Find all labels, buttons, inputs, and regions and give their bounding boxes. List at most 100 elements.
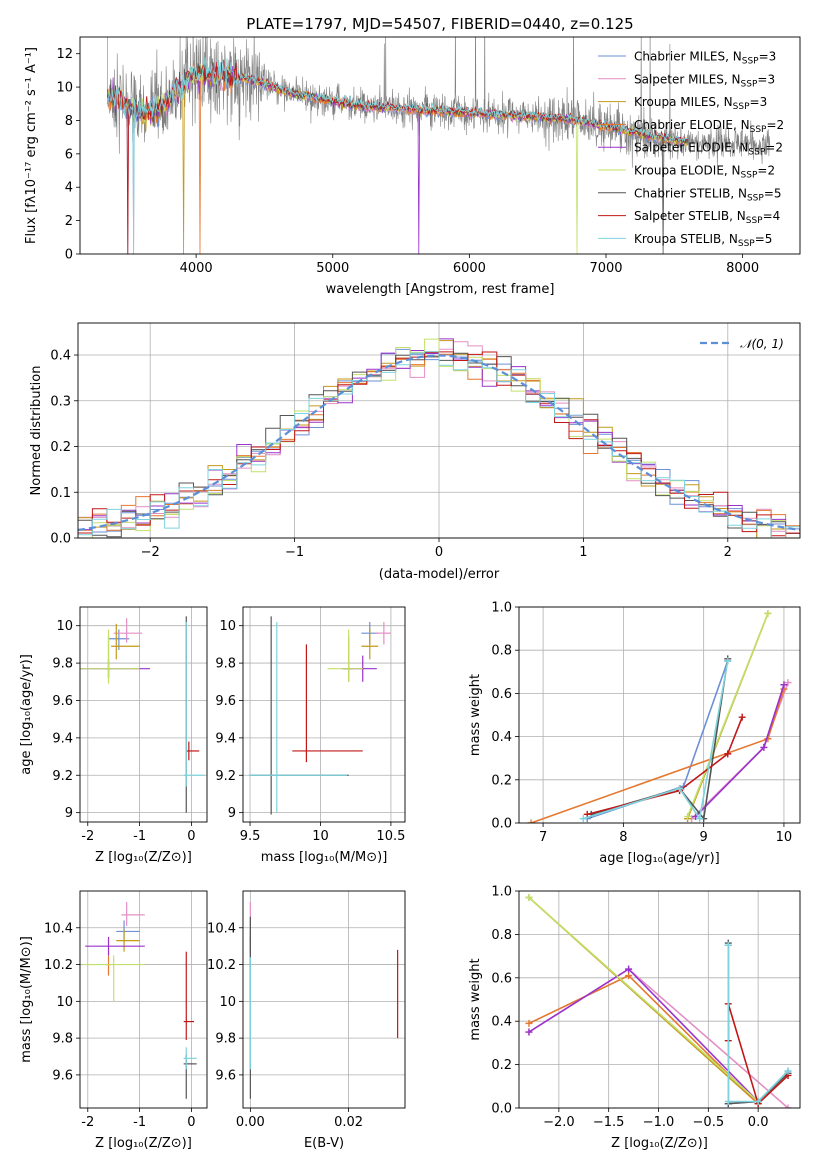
y-axis-label: Flux [fλ10⁻¹⁷ erg cm⁻² s⁻¹ A⁻¹]	[24, 47, 39, 244]
y-tick-label: 9.6	[52, 1068, 73, 1083]
legend-label: Salpeter ELODIE, N	[634, 141, 748, 155]
legend-subscript: SSP	[741, 79, 758, 89]
x-tick-label: 0	[435, 545, 443, 560]
weight-series-line	[528, 968, 759, 1103]
legend-label: Kroupa STELIB, N	[634, 232, 738, 246]
x-tick-label: -2	[81, 829, 94, 844]
weight-series-line	[582, 660, 729, 821]
weight-vs-age-panel: 7 8 9 10 0.0 0.2 0.4 0.6 0.8 1.0 age [log₁₀(age/yr…	[468, 601, 801, 866]
legend-count: =2	[766, 118, 784, 132]
x-tick-label: -1	[133, 829, 146, 844]
x-tick-label: −1.5	[593, 1115, 625, 1130]
y-tick-label: 0.6	[491, 971, 512, 986]
y-axis-label: mass [log₁₀(M/M⊙)]	[19, 936, 34, 1063]
x-tick-label: 2	[724, 545, 732, 560]
y-tick-label: 10.2	[44, 958, 73, 973]
y-tick-label: 4	[65, 181, 73, 196]
weight-point-marker	[625, 965, 633, 973]
weight-point-marker	[525, 1028, 533, 1036]
y-tick-label: 9	[228, 806, 236, 821]
legend-subscript: SSP	[748, 148, 765, 158]
legend-entry: Chabrier ELODIE, NSSP=2	[634, 118, 784, 135]
x-tick-label: -2	[81, 1115, 94, 1130]
legend-subscript: SSP	[738, 239, 755, 249]
normal-legend-label: 𝒩(0, 1)	[740, 337, 784, 351]
weight-point-marker	[525, 894, 533, 902]
y-tick-label: 10.4	[207, 921, 236, 936]
legend-count: =3	[759, 50, 777, 64]
residuals-histogram-panel: −2 −1 0 1 2 0.0 0.1 0.2 0.3 0.4 (data-model)/error…	[29, 322, 801, 582]
axes-frame	[518, 890, 801, 1109]
x-tick-label: 7	[539, 830, 547, 845]
weight-point-marker	[676, 784, 684, 792]
weight-point-marker	[784, 1104, 792, 1108]
legend-count: =2	[765, 141, 783, 155]
legend-entry: Kroupa MILES, NSSP=3	[634, 95, 767, 112]
x-tick-label: 7000	[589, 261, 622, 276]
y-tick-label: 6	[65, 147, 73, 162]
plot-area	[106, 37, 771, 254]
legend-count: =2	[757, 164, 775, 178]
weight-series-line	[528, 896, 759, 1103]
legend-entry: Chabrier STELIB, NSSP=5	[634, 186, 782, 203]
y-tick-label: 9	[65, 806, 73, 821]
model-spectrum-line	[106, 63, 688, 254]
x-tick-label: 0	[187, 829, 195, 844]
x-tick-label: 1	[579, 545, 587, 560]
model-spectrum-line	[106, 63, 689, 254]
y-tick-label: 10.4	[44, 921, 73, 936]
weight-series-line	[530, 688, 785, 823]
model-spectrum-line	[106, 65, 689, 254]
legend-subscript: SSP	[750, 125, 767, 135]
y-tick-label: 9.6	[52, 694, 73, 709]
x-tick-label: 10	[312, 829, 329, 844]
y-tick-label: 9.2	[215, 769, 236, 784]
x-tick-label: −2.0	[543, 1115, 575, 1130]
y-tick-label: 0.2	[50, 440, 71, 455]
plot-area	[525, 894, 792, 1108]
y-tick-label: 0.4	[491, 1015, 512, 1030]
figure-title: PLATE=1797, MJD=54507, FIBERID=0440, z=0…	[246, 15, 633, 33]
x-tick-label: 10	[776, 830, 793, 845]
plot-area	[82, 902, 197, 1099]
x-tick-label: 8	[619, 830, 627, 845]
legend-entry: Kroupa STELIB, NSSP=5	[634, 232, 772, 249]
axes-frame	[79, 606, 208, 823]
weight-point-marker	[738, 713, 746, 721]
y-tick-label: 10	[219, 619, 236, 634]
weight-series-line	[686, 613, 769, 817]
weight-point-marker	[525, 1019, 533, 1027]
weight-series-line	[528, 974, 759, 1105]
spectrum-panel: 4000 5000 6000 7000 8000 0 2 4 6 8 10 12 wavelength …	[24, 36, 801, 297]
axes-frame	[242, 606, 406, 823]
axes-frame	[79, 36, 801, 255]
x-tick-label: 6000	[453, 261, 486, 276]
y-tick-label: 0.8	[491, 644, 512, 659]
legend-subscript: SSP	[741, 171, 758, 181]
weight-point-marker	[780, 681, 788, 689]
weight-point-marker	[724, 750, 732, 758]
age-vs-mass-panel: 9.5 10 10.5 9 9.2 9.4 9.6 9.8 10 mass [log₁₀(M/M⊙…	[215, 606, 406, 865]
y-tick-label: 9.8	[52, 1032, 73, 1047]
x-axis-label: wavelength [Angstrom, rest frame]	[326, 282, 555, 297]
y-axis-label: mass weight	[468, 958, 483, 1040]
y-tick-label: 0	[65, 248, 73, 263]
x-tick-label: 0.02	[334, 1115, 363, 1130]
y-tick-label: 12	[56, 47, 73, 62]
y-tick-label: 10	[56, 619, 73, 634]
x-tick-label: -1	[133, 1115, 146, 1130]
weight-point-marker	[579, 815, 587, 823]
y-tick-label: 0.0	[50, 532, 71, 547]
x-tick-label: 0.0	[748, 1115, 769, 1130]
weight-point-marker	[784, 1067, 792, 1075]
weight-point-marker	[724, 941, 732, 949]
y-axis-label: mass weight	[468, 674, 483, 756]
y-tick-label: 0.0	[491, 817, 512, 832]
weight-point-marker	[625, 972, 633, 980]
plot-area	[248, 616, 391, 815]
axes-frame	[77, 322, 801, 539]
legend-label: Kroupa MILES, N	[634, 95, 733, 109]
y-tick-label: 0.4	[491, 730, 512, 745]
legend-label: Chabrier ELODIE, N	[634, 118, 750, 132]
mass-vs-extinction-panel: 0.00 0.02 9.6 9.8 10 10.2 10.4 E(B-V)	[207, 890, 406, 1151]
